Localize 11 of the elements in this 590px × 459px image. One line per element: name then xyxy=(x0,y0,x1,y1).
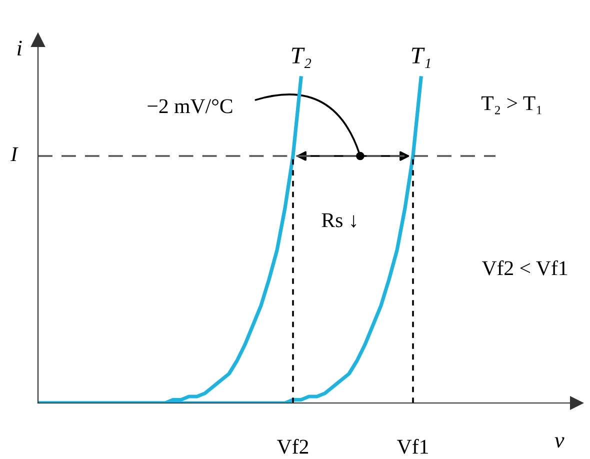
x-tick-label: Vf1 xyxy=(397,438,428,454)
x-axis-title: v xyxy=(554,437,564,448)
series-label: T₂ xyxy=(292,48,312,68)
series-label: T₁ xyxy=(412,48,430,68)
annotation: Rs ↓ xyxy=(322,213,356,228)
ref-line-label: I xyxy=(10,147,18,162)
annotation: T₂ > T₁ xyxy=(481,96,542,114)
annotation: −2 mV/°C xyxy=(148,99,232,114)
x-tick-label: Vf2 xyxy=(277,438,308,454)
annotation: Vf2 < Vf1 xyxy=(482,260,568,276)
y-axis-title: i xyxy=(18,40,22,56)
